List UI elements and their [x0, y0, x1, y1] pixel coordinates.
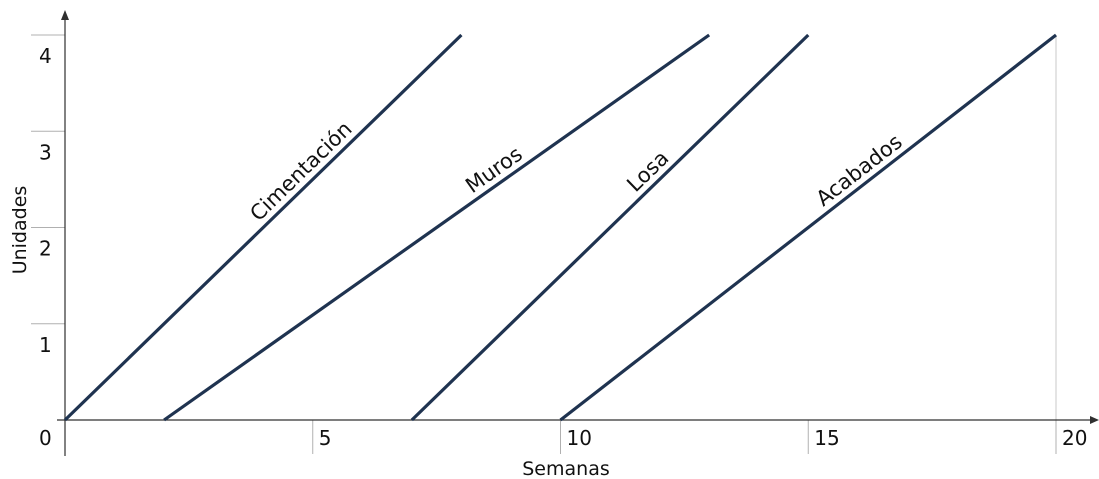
x-tick-label-15: 15 [814, 426, 839, 450]
series-line-acabados [559, 33, 1057, 422]
series-label-acabados: Acabados [812, 130, 907, 211]
series-labels: Cimentación Muros Losa Acabados [245, 117, 906, 226]
series-line-muros [163, 33, 711, 422]
y-axis-title: Unidades [9, 186, 31, 275]
axis-ticks [31, 34, 1057, 454]
tick-labels: 0 5 10 15 20 1 2 3 4 [39, 44, 1087, 450]
x-tick-label-20: 20 [1062, 426, 1087, 450]
y-axis-arrow [61, 10, 69, 20]
series-line-cimentacion [63, 33, 463, 422]
y-tick-label-3: 3 [39, 140, 52, 164]
y-tick-label-1: 1 [39, 333, 52, 357]
x-tick-label-5: 5 [319, 426, 332, 450]
x-axis-title: Semanas [522, 458, 610, 479]
series-label-cimentacion: Cimentación [245, 117, 356, 226]
x-tick-label-0: 0 [39, 426, 52, 450]
y-tick-label-4: 4 [39, 44, 52, 68]
y-tick-label-2: 2 [39, 237, 52, 261]
series-group [63, 33, 1057, 422]
series-line-losa [410, 33, 810, 422]
x-tick-label-10: 10 [567, 426, 592, 450]
x-axis-arrow [1090, 416, 1099, 424]
